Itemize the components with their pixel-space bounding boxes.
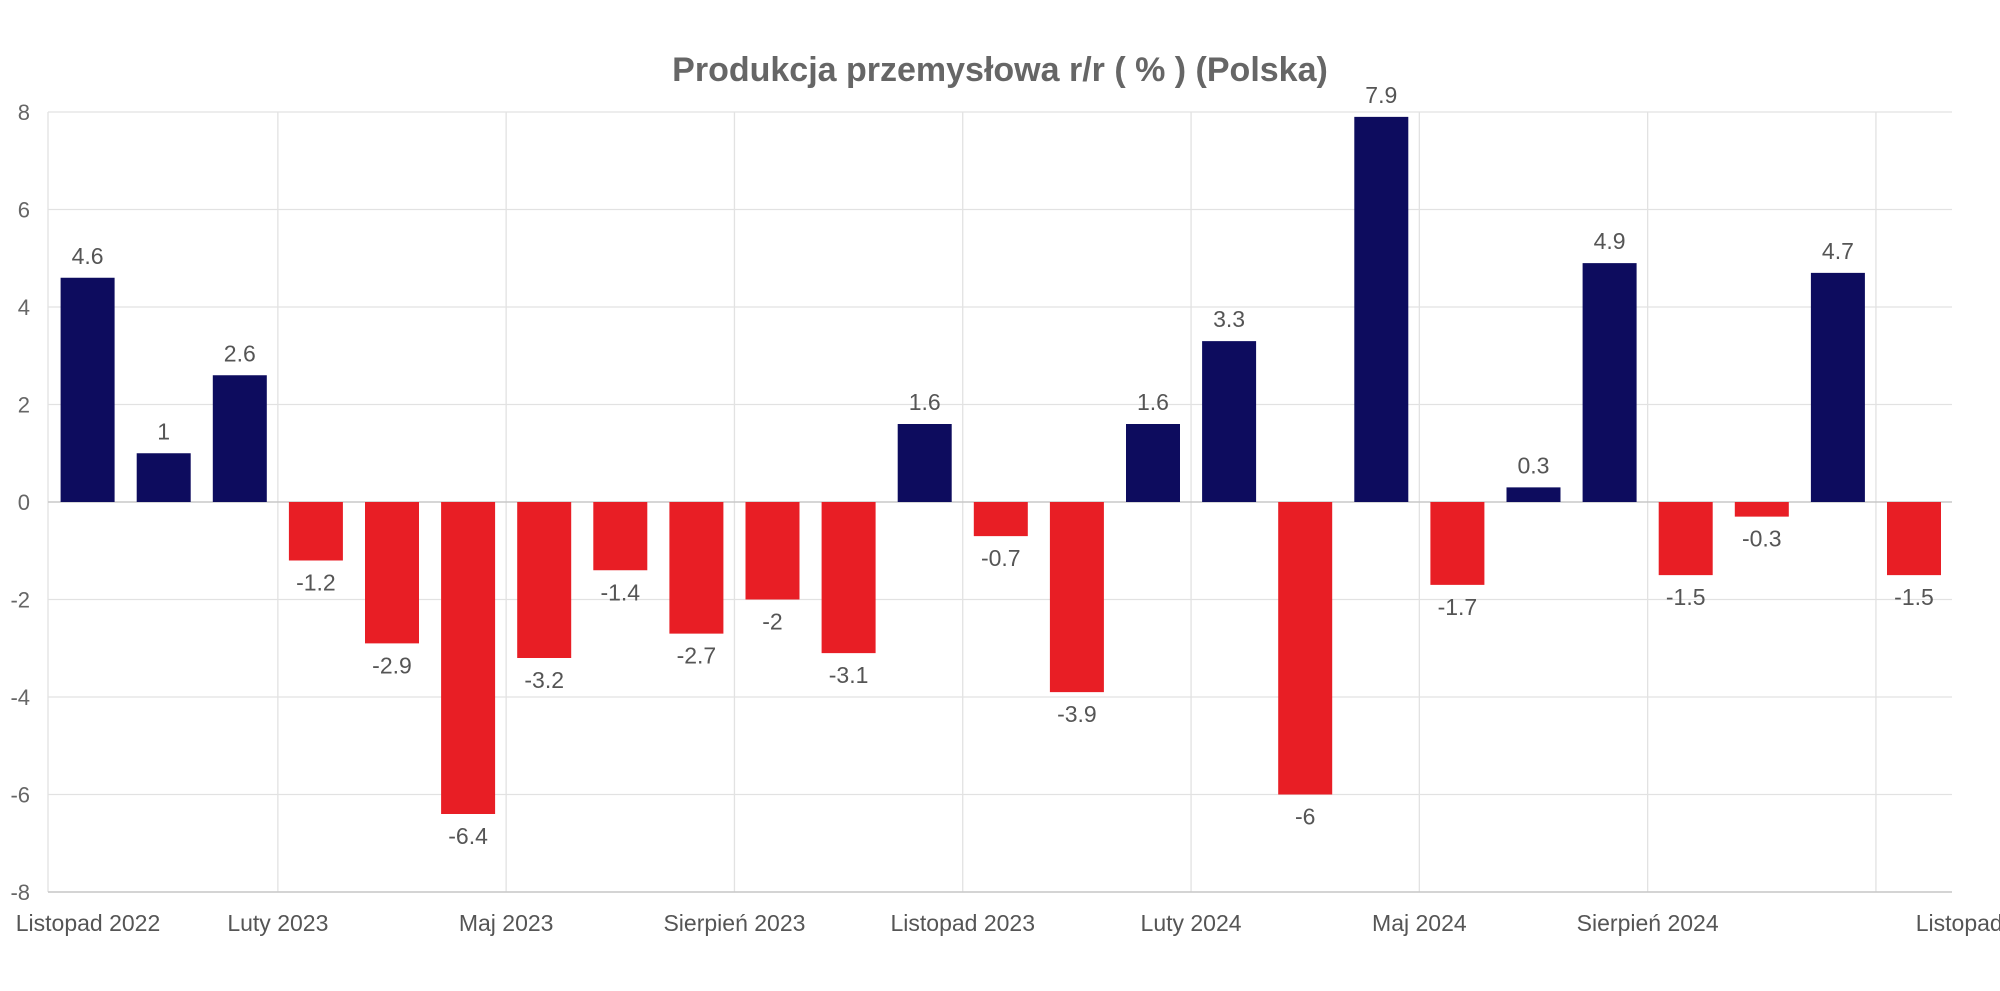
data-label: -1.4 <box>600 579 640 605</box>
bar <box>1506 487 1561 502</box>
bar <box>1582 263 1637 502</box>
data-label: -0.7 <box>981 545 1021 571</box>
data-label: -1.5 <box>1894 584 1934 610</box>
data-label: 2.6 <box>224 340 256 366</box>
data-label: -0.3 <box>1742 526 1782 552</box>
bar <box>821 502 876 654</box>
bar <box>1278 502 1333 795</box>
x-tick-label: Sierpień 2023 <box>663 910 805 936</box>
bar <box>1126 424 1180 502</box>
y-tick-label: 8 <box>18 100 30 125</box>
bar <box>517 502 572 658</box>
y-tick-label: 0 <box>18 490 30 515</box>
y-tick-label: -6 <box>10 783 30 808</box>
data-label: -1.5 <box>1666 584 1706 610</box>
x-axis-ticks: Listopad 2022 Luty 2023 Maj 2023 Sierpień 2… <box>16 910 2000 936</box>
y-tick-label: -2 <box>10 588 30 613</box>
y-tick-label: 6 <box>18 198 30 223</box>
bar <box>441 502 496 814</box>
x-tick-label: Listopad 2023 <box>890 910 1035 936</box>
bar <box>1887 502 1941 576</box>
x-tick-label: Listopad 2024 <box>1916 910 2000 936</box>
y-tick-label: -4 <box>10 685 30 710</box>
bar <box>669 502 724 634</box>
bars <box>60 116 1941 814</box>
data-label: 4.6 <box>72 243 104 269</box>
data-label: 1 <box>157 418 170 444</box>
data-label: -6.4 <box>448 823 488 849</box>
data-label: -3.2 <box>524 667 564 693</box>
data-labels: 4.6 1 2.6 -1.2 -2.9 -6.4 -3.2 -1.4 -2.7 -2 -3.1 1.6… <box>72 82 1934 849</box>
data-label: 4.9 <box>1594 228 1626 254</box>
data-label: 1.6 <box>1137 389 1169 415</box>
data-label: 4.7 <box>1822 238 1854 264</box>
x-tick-label: Maj 2023 <box>459 910 554 936</box>
bar <box>745 502 800 600</box>
chart-title: Produkcja przemysłowa r/r ( % ) (Polska) <box>672 51 1328 89</box>
x-tick-label: Luty 2024 <box>1141 910 1242 936</box>
bar <box>1658 502 1713 576</box>
bar <box>60 277 115 502</box>
bar <box>1354 116 1409 502</box>
bar <box>897 424 952 502</box>
data-label: -2.9 <box>372 652 412 678</box>
data-label: 7.9 <box>1365 82 1397 108</box>
data-label: 3.3 <box>1213 306 1245 332</box>
x-tick-label: Listopad 2022 <box>16 910 161 936</box>
data-label: -6 <box>1295 804 1315 830</box>
x-tick-label: Luty 2023 <box>227 910 328 936</box>
data-label: 1.6 <box>909 389 941 415</box>
bar <box>1049 502 1104 693</box>
data-label: -3.1 <box>829 662 869 688</box>
y-tick-label: 4 <box>18 295 30 320</box>
data-label: -2.7 <box>677 643 717 669</box>
y-axis-ticks: 8 6 4 2 0 -2 -4 -6 -8 <box>10 100 30 905</box>
data-label: -1.2 <box>296 570 336 596</box>
bar <box>593 502 648 571</box>
data-label: -3.9 <box>1057 701 1097 727</box>
y-tick-label: 2 <box>18 393 30 418</box>
bar <box>1202 341 1257 502</box>
bar <box>1810 272 1865 502</box>
bar <box>1734 502 1789 517</box>
x-tick-label: Maj 2024 <box>1372 910 1467 936</box>
bar <box>1430 502 1485 585</box>
data-label: -2 <box>762 609 782 635</box>
bar <box>973 502 1028 537</box>
x-tick-label: Sierpień 2024 <box>1577 910 1719 936</box>
bar <box>365 502 419 644</box>
y-tick-label: -8 <box>10 880 30 905</box>
data-label: 0.3 <box>1518 452 1550 478</box>
data-label: -1.7 <box>1438 594 1478 620</box>
bar <box>212 375 267 502</box>
bar <box>136 453 191 502</box>
bar <box>288 502 343 561</box>
